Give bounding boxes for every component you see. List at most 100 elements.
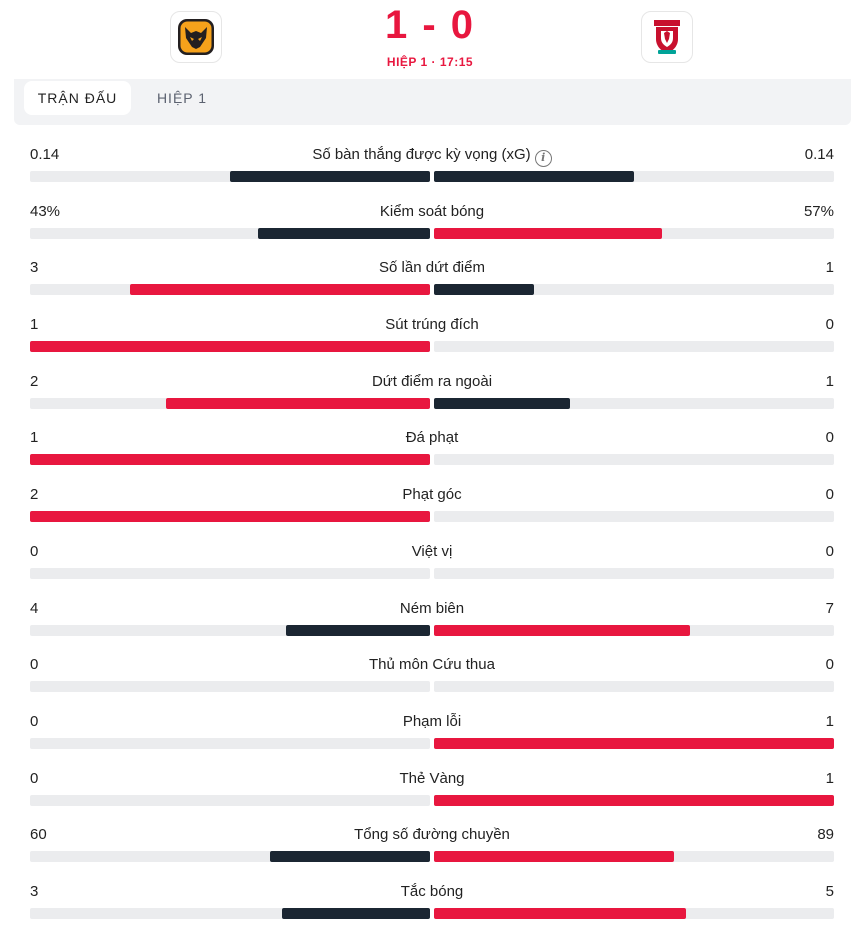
- away-stat-value: 1: [825, 712, 834, 730]
- away-stat-bar: [434, 171, 634, 182]
- match-period: HIỆP 1 · 17:15: [386, 55, 474, 69]
- stat-label: Sút trúng đích: [30, 316, 834, 334]
- stat-label-text: Phạt góc: [402, 486, 462, 504]
- stat-row: 43% Kiểm soát bóng 57%: [30, 198, 834, 255]
- home-stat-value: 43%: [30, 202, 61, 220]
- away-stat-value: 0.14: [804, 146, 834, 163]
- stat-label-text: Số lần dứt điểm: [379, 259, 485, 277]
- stat-label: Tổng số đường chuyền: [30, 826, 834, 844]
- away-stat-value: 5: [825, 882, 834, 900]
- stat-row: 0 Thẻ Vàng 1: [30, 765, 834, 822]
- home-stat-bar: [30, 454, 430, 466]
- away-stat-value: 0: [825, 656, 834, 674]
- home-stat-track: [30, 454, 430, 466]
- stat-label: Số bàn thắng được kỳ vọng (xG) i: [30, 146, 834, 167]
- away-stat-track: [434, 341, 834, 353]
- away-stat-track: [434, 907, 834, 919]
- home-stat-track: [30, 227, 430, 239]
- match-header: 1 - 0 HIỆP 1 · 17:15: [0, 0, 860, 80]
- away-stat-track: [434, 851, 834, 863]
- home-stat-track: [30, 284, 430, 296]
- away-stat-value: 57%: [803, 202, 834, 220]
- stat-row: 0 Thủ môn Cứu thua 0: [30, 651, 834, 708]
- away-stat-value: 1: [825, 769, 834, 787]
- home-stat-value: 1: [30, 429, 39, 447]
- stat-label-text: Đá phạt: [405, 429, 459, 447]
- stat-label-text: Việt vị: [411, 542, 453, 560]
- stat-label-text: Tổng số đường chuyền: [354, 826, 510, 844]
- stat-row: 60 Tổng số đường chuyền 89: [30, 821, 834, 878]
- stat-row: 1 Sút trúng đích 0: [30, 311, 834, 368]
- stat-row: 3 Tắc bóng 5: [30, 878, 834, 925]
- home-stat-bar: [282, 907, 430, 919]
- away-stat-value: 1: [825, 259, 834, 277]
- away-stat-value: 0: [825, 542, 834, 560]
- stat-label-text: Phạm lỗi: [402, 712, 462, 730]
- home-stat-value: 60: [30, 826, 47, 844]
- stat-label-text: Dứt điểm ra ngoài: [371, 372, 493, 390]
- away-stat-value: 1: [825, 372, 834, 390]
- home-stat-track: [30, 737, 430, 749]
- away-stat-value: 7: [825, 599, 834, 617]
- away-stat-bar: [434, 737, 834, 749]
- stat-label: Dứt điểm ra ngoài: [30, 373, 834, 391]
- home-stat-value: 3: [30, 259, 39, 277]
- tab-first-half[interactable]: HIỆP 1: [156, 90, 208, 106]
- home-stat-value: 0: [30, 542, 39, 560]
- away-stat-track: [434, 171, 834, 182]
- away-stat-track: [434, 227, 834, 239]
- stat-label: Thẻ Vàng: [30, 770, 834, 788]
- stat-label-text: Sút trúng đích: [385, 316, 479, 334]
- home-team-crest[interactable]: [170, 11, 222, 63]
- home-stat-value: 2: [30, 372, 39, 390]
- away-stat-track: [434, 624, 834, 636]
- stat-label: Thủ môn Cứu thua: [30, 656, 834, 674]
- home-stat-track: [30, 851, 430, 863]
- stat-label-text: Thẻ Vàng: [399, 769, 465, 787]
- away-stat-track: [434, 737, 834, 749]
- stat-row: 2 Dứt điểm ra ngoài 1: [30, 368, 834, 425]
- home-stat-value: 0: [30, 712, 39, 730]
- away-stat-value: 0: [825, 429, 834, 447]
- wolves-crest-icon: [178, 19, 214, 55]
- home-stat-value: 4: [30, 599, 39, 617]
- away-stat-track: [434, 681, 834, 693]
- stat-row: 0 Việt vị 0: [30, 538, 834, 595]
- stat-label-text: Thủ môn Cứu thua: [369, 656, 495, 674]
- home-stat-track: [30, 341, 430, 353]
- stat-label: Việt vị: [30, 543, 834, 561]
- home-stat-track: [30, 681, 430, 693]
- stat-row: 4 Ném biên 7: [30, 595, 834, 652]
- match-score: 1 - 0: [384, 3, 476, 47]
- away-stat-value: 0: [825, 316, 834, 334]
- stat-label-text: Số bàn thắng được kỳ vọng (xG): [312, 146, 531, 163]
- info-icon[interactable]: i: [534, 150, 552, 167]
- away-stat-bar: [434, 227, 662, 239]
- stat-label: Số lần dứt điểm: [30, 259, 834, 277]
- stat-row: 1 Đá phạt 0: [30, 424, 834, 481]
- away-stat-bar: [434, 851, 674, 863]
- away-stat-bar: [434, 284, 534, 296]
- home-stat-bar: [166, 397, 430, 409]
- stat-label: Kiểm soát bóng: [30, 203, 834, 221]
- home-stat-value: 0: [30, 769, 39, 787]
- home-stat-bar: [270, 851, 430, 863]
- stat-label-text: Tắc bóng: [400, 882, 464, 900]
- away-stat-track: [434, 397, 834, 409]
- away-team-crest[interactable]: [641, 11, 693, 63]
- stat-label-text: Kiểm soát bóng: [379, 202, 485, 220]
- stat-label: Ném biên: [30, 600, 834, 618]
- away-stat-value: 89: [817, 826, 834, 844]
- away-stat-track: [434, 284, 834, 296]
- stat-label: Tắc bóng: [30, 883, 834, 901]
- stat-row: 0 Phạm lỗi 1: [30, 708, 834, 765]
- away-stat-track: [434, 794, 834, 806]
- stat-label: Phạm lỗi: [30, 713, 834, 731]
- liverpool-crest-icon: [654, 20, 680, 54]
- stat-label: Phạt góc: [30, 486, 834, 504]
- tab-match[interactable]: TRẬN ĐẤU: [24, 81, 131, 115]
- home-stat-track: [30, 397, 430, 409]
- away-stat-bar: [434, 794, 834, 806]
- stat-label-text: Ném biên: [399, 599, 465, 617]
- stats-list: 0.14 Số bàn thắng được kỳ vọng (xG) i 0.14 4…: [30, 141, 834, 925]
